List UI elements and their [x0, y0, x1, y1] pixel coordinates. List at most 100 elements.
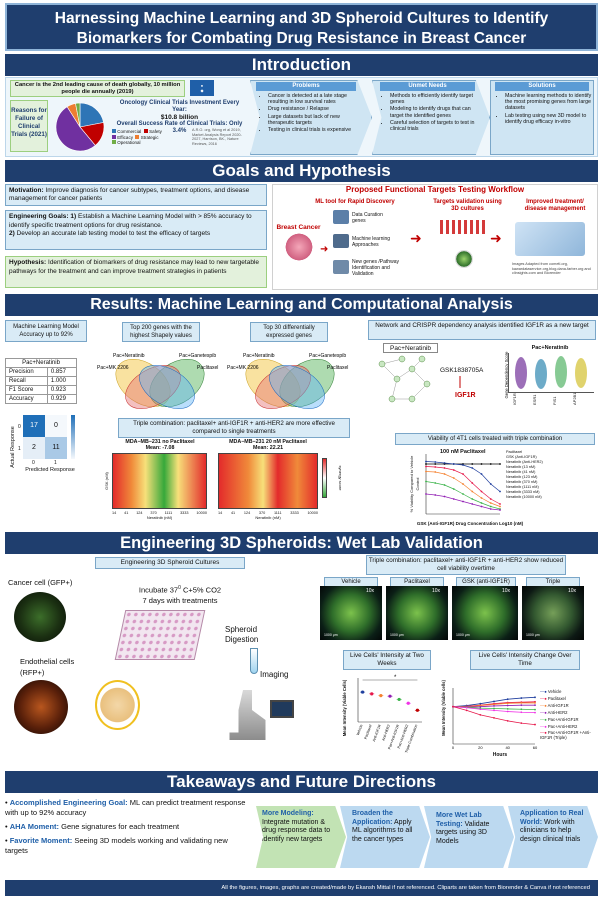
heatmap-title: MDA−MB−231 20 nM Paclitaxel Mean: 22.21	[213, 439, 323, 451]
legend-swatch	[112, 129, 116, 133]
series-point	[534, 711, 536, 714]
well-plate-icon	[114, 610, 206, 660]
heatmap-xtick: 41	[230, 511, 236, 515]
genes-text: genes	[352, 218, 366, 224]
solution-item: Machine learning methods to identify the…	[505, 93, 592, 112]
line-legend-item: —● Vehicle	[540, 688, 600, 695]
series-point	[425, 493, 427, 495]
problem-item: Drug resistance / Relapse	[268, 106, 360, 112]
series-point	[489, 502, 492, 504]
x-tick-label: 40	[505, 745, 510, 750]
venn-set	[139, 365, 195, 409]
pie-slice	[55, 106, 96, 152]
venn-set	[269, 365, 325, 409]
pie-legend: Commercial Safety Efficacy Strategic Ope…	[112, 129, 192, 153]
venn-label: Pac+MK 2206	[97, 365, 129, 371]
pie-slice	[79, 102, 104, 128]
series-point	[506, 708, 509, 710]
series-point	[499, 463, 501, 465]
solutions-list: Machine learning methods to identify the…	[497, 93, 592, 126]
solutions-title: Solutions	[495, 82, 589, 91]
legend-label: Strategic	[140, 134, 159, 140]
future-step: More Wet Lab Testing: Validate targets u…	[424, 806, 514, 868]
heatmap-title-text: MDA−MB−231 no Paclitaxel	[125, 439, 195, 445]
series-point	[425, 465, 427, 468]
viability-title: Viability of 4T1 cells treated with trip…	[395, 433, 595, 445]
series-point	[506, 704, 509, 707]
breast-cancer-icon	[282, 233, 316, 261]
reasons-box: Reasons for Failure of Clinical Trials (…	[10, 100, 48, 152]
gfp-cells-image	[14, 592, 66, 642]
legend-label: Operational	[117, 140, 141, 145]
cancer-fact-text: Cancer is the 2nd leading cause of death…	[14, 82, 181, 95]
section-goals: Goals and Hypothesis	[5, 160, 598, 182]
viability-legend-item: Neratinib (123 nM)	[506, 475, 538, 479]
doctor-patient-icon	[515, 222, 585, 256]
series-point	[434, 494, 437, 496]
confusion-xtick: 1	[54, 460, 57, 466]
series-point	[493, 705, 495, 707]
legend-label: Efficacy	[117, 134, 133, 140]
legend-label: Pac+Anti-HER2	[547, 724, 578, 729]
problem-item: Testing in clinical trials is expensive	[268, 127, 360, 133]
heatmap-xtick: 3333	[290, 511, 299, 515]
series-point	[534, 723, 536, 726]
network-target-label: IGF1R	[455, 392, 476, 399]
incubate-text: Incubate 37	[138, 585, 179, 595]
metrics-row: Accuracy 0.929	[5, 394, 78, 404]
heatmap-xticks: 14 41 124 370 1111 3333 10000	[112, 510, 207, 516]
investment-line-1: Oncology Clinical Trials Investment Ever…	[119, 100, 240, 113]
needs-list: Methods to efficiently identify target g…	[382, 93, 478, 133]
viability-legend-item: Neratinib (41 nM)	[506, 470, 536, 474]
imaging-label: Imaging	[260, 670, 289, 679]
series-point	[452, 463, 455, 465]
legend-swatch: —●	[540, 710, 547, 715]
eng-goal-1-text: Establish a Machine Learning Model with …	[9, 213, 252, 229]
need-item: Careful selection of targets to test in …	[390, 120, 478, 132]
synergy-colorbar	[322, 458, 327, 498]
endothelial-label: Endothelial cells (RFP+)	[20, 657, 75, 677]
viability-legend-item: Neratinib (Anti-HER2)	[506, 460, 543, 464]
solution-item: Lab testing using new 3D model to identi…	[505, 113, 592, 125]
ml-tool-label: ML tool for Rapid Discovery	[315, 199, 395, 205]
series-point	[471, 490, 474, 493]
change-title: Live Cells' Intensity Change Over Time	[470, 650, 580, 670]
metric-name: Precision	[5, 367, 48, 377]
confusion-ylabel: Actual Response	[10, 426, 16, 468]
section-results: Results: Machine Learning and Computatio…	[5, 294, 598, 316]
heatmap-xtick: 14	[112, 511, 117, 515]
cancer-cell-label: Cancer cell (GFP+)	[8, 578, 73, 587]
metrics-header: Pac+Neratinib	[5, 358, 77, 368]
top200-title: Top 200 genes with the highest Shapely v…	[122, 322, 200, 342]
series-point	[434, 463, 437, 465]
legend-swatch: —●	[540, 689, 547, 694]
legend-swatch	[112, 140, 116, 144]
series-point	[534, 704, 536, 707]
metrics-row: F1 Score 0.923	[5, 385, 78, 395]
line-legend-item: —● Anti-HER2	[540, 709, 600, 716]
incubate-text: C+5% CO2	[180, 585, 222, 595]
legend-label: Pac+Anti-IGF1R	[547, 717, 579, 722]
series-point	[499, 505, 501, 508]
data-curation-icon	[333, 210, 349, 224]
series-point	[493, 709, 495, 712]
series-point	[462, 483, 464, 485]
tube-icon	[250, 648, 258, 674]
violin	[515, 357, 527, 389]
legend-swatch: —●	[540, 730, 547, 735]
scale-bar: 1000 μm	[324, 633, 338, 637]
series-point	[480, 502, 483, 504]
future-step-label: More Modeling:	[262, 810, 314, 817]
takeaway-label: Accomplished Engineering Goal:	[9, 798, 128, 807]
synergy-legend-label: synergy score	[338, 465, 343, 491]
venn-diagram-top30: Pac+Neratinib Pac+Ganetespib Pac+MK 2206…	[227, 353, 348, 409]
series-point	[489, 505, 492, 508]
series-point	[499, 509, 501, 511]
series-point	[480, 505, 483, 508]
future-step-label: Application to Real World:	[520, 810, 584, 826]
series-point	[489, 463, 492, 465]
arrow-icon: ➜	[410, 230, 422, 246]
series-point	[489, 483, 492, 485]
heatmap-xtick: 124	[243, 511, 251, 515]
series-point	[534, 696, 536, 699]
